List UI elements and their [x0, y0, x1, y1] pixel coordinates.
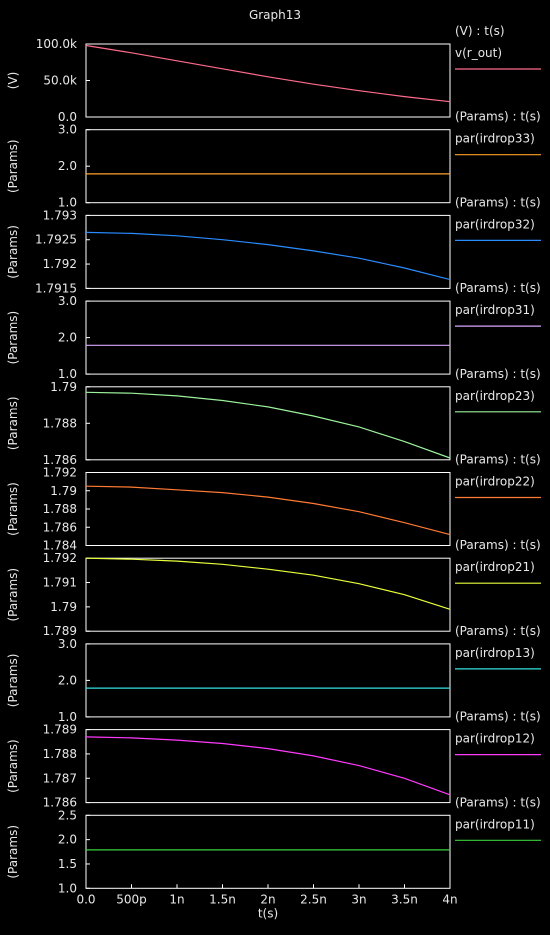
panel-header: (Params) : t(s)	[455, 710, 541, 724]
y-tick-label: 1.79	[50, 600, 77, 614]
plot-frame-4	[85, 386, 451, 461]
legend-label: par(irdrop22)	[455, 475, 535, 489]
y-tick-label: 1.786	[43, 520, 77, 534]
y-axis-label: (Params)	[6, 825, 20, 879]
x-tick-label: 3.5n	[391, 892, 418, 906]
y-tick-label: 2.0	[58, 159, 77, 173]
legend-label: par(irdrop11)	[455, 817, 535, 831]
x-tick-label: 1.5n	[209, 892, 236, 906]
y-axis-label: (Params)	[6, 568, 20, 622]
panel-header: (Params) : t(s)	[455, 624, 541, 638]
y-tick-label: 1.792	[43, 257, 77, 271]
y-tick-label: 1.0	[58, 881, 77, 895]
y-tick-label: 1.79	[50, 484, 77, 498]
series-line-par(irdrop21)	[85, 557, 451, 610]
plot-frame-5	[85, 472, 451, 546]
plot-frame-2	[85, 214, 451, 289]
plot-frame-7	[85, 643, 451, 718]
legend-label: par(irdrop33)	[455, 132, 535, 146]
y-tick-label: 1.784	[43, 539, 77, 553]
y-tick-label: 50.0k	[43, 74, 77, 88]
x-tick-label: 1n	[169, 892, 184, 906]
y-tick-label: 1.793	[43, 208, 77, 222]
y-tick-label: 0.0	[58, 110, 77, 124]
y-axis-label: (Params)	[6, 311, 20, 365]
panel-header: (Params) : t(s)	[455, 538, 541, 552]
y-tick-label: 1.791	[43, 576, 77, 590]
y-tick-label: 3.0	[58, 637, 77, 651]
y-tick-label: 2.0	[58, 673, 77, 687]
plot-frame-1	[85, 129, 451, 204]
y-axis-label: (V)	[6, 72, 20, 90]
plot-frame-3	[85, 300, 451, 375]
chart-title: Graph13	[248, 8, 302, 22]
x-axis-label: t(s)	[258, 906, 278, 920]
y-tick-label: 1.787	[43, 771, 77, 785]
y-axis-label: (Params)	[6, 139, 20, 193]
y-tick-label: 2.0	[58, 833, 77, 847]
x-tick-label: 3n	[351, 892, 366, 906]
y-tick-label: 100.0k	[36, 37, 77, 51]
y-tick-label: 2.5	[58, 808, 77, 822]
panel-header: (Params) : t(s)	[455, 110, 541, 124]
x-tick-label: 2n	[260, 892, 275, 906]
plot-frame-8	[85, 729, 451, 804]
y-tick-label: 1.789	[43, 723, 77, 737]
legend-label: v(r_out)	[455, 46, 502, 60]
y-tick-label: 1.792	[43, 466, 77, 480]
x-tick-label: 0.0	[76, 892, 95, 906]
legend-label: par(irdrop32)	[455, 217, 535, 231]
legend-label: par(irdrop31)	[455, 303, 535, 317]
x-tick-label: 2.5n	[300, 892, 327, 906]
panel-header: (Params) : t(s)	[455, 795, 541, 809]
y-axis-label: (Params)	[6, 396, 20, 450]
y-tick-label: 1.0	[58, 196, 77, 210]
panel-header: (Params) : t(s)	[455, 367, 541, 381]
y-tick-label: 1.786	[43, 453, 77, 467]
y-tick-label: 1.0	[58, 710, 77, 724]
y-tick-label: 2.0	[58, 331, 77, 345]
plot-frame-9	[85, 814, 451, 889]
y-tick-label: 1.792	[43, 551, 77, 565]
x-tick-label: 500p	[116, 892, 147, 906]
series-line-par(irdrop23)	[85, 391, 451, 459]
y-axis-label: (Params)	[6, 654, 20, 708]
y-tick-label: 1.7915	[35, 281, 77, 295]
y-axis-label: (Params)	[6, 482, 20, 536]
y-tick-label: 1.788	[43, 416, 77, 430]
plot-frame-6	[85, 557, 451, 632]
legend-label: par(irdrop12)	[455, 732, 535, 746]
y-tick-label: 1.79	[50, 380, 77, 394]
panel-header: (Params) : t(s)	[455, 281, 541, 295]
y-tick-label: 3.0	[58, 123, 77, 137]
panel-header: (Params) : t(s)	[455, 453, 541, 467]
x-tick-label: 4n	[442, 892, 457, 906]
y-tick-label: 1.789	[43, 624, 77, 638]
series-line-v(r_out)	[85, 44, 451, 103]
legend-label: par(irdrop23)	[455, 389, 535, 403]
y-tick-label: 1.786	[43, 796, 77, 810]
y-tick-label: 1.0	[58, 367, 77, 381]
series-line-par(irdrop32)	[85, 231, 451, 281]
panel-header: (Params) : t(s)	[455, 195, 541, 209]
series-line-par(irdrop22)	[85, 485, 451, 536]
series-line-par(irdrop12)	[85, 736, 451, 796]
panel-header: (V) : t(s)	[455, 24, 505, 38]
y-tick-label: 1.788	[43, 502, 77, 516]
y-tick-label: 3.0	[58, 294, 77, 308]
y-axis-label: (Params)	[6, 739, 20, 793]
y-axis-label: (Params)	[6, 225, 20, 279]
y-tick-label: 1.5	[58, 857, 77, 871]
legend-label: par(irdrop21)	[455, 560, 535, 574]
y-tick-label: 1.7925	[35, 233, 77, 247]
y-tick-label: 1.788	[43, 747, 77, 761]
legend-label: par(irdrop13)	[455, 646, 535, 660]
